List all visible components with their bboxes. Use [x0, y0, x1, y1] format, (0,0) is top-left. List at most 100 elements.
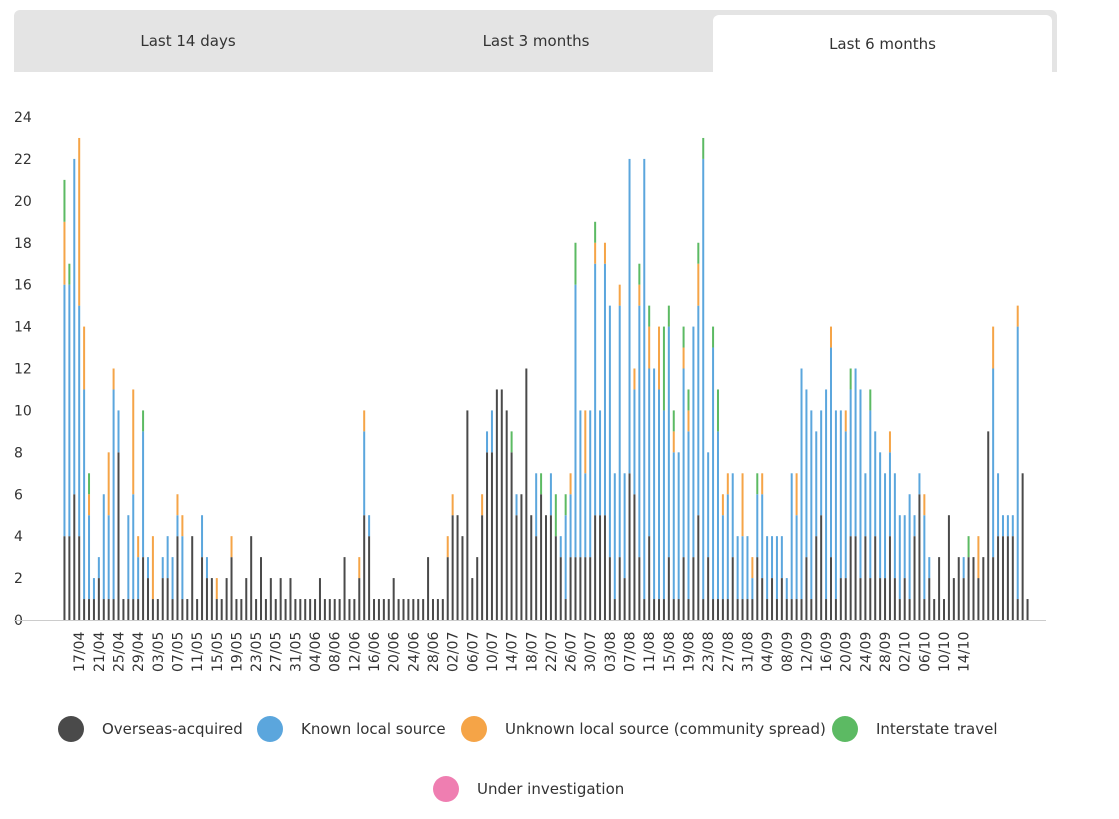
x-tick-label: 11/08 [642, 632, 658, 672]
bar-segment [137, 599, 140, 620]
bar-segment [201, 557, 204, 620]
x-tick-label: 08/06 [328, 632, 344, 672]
bar-segment [574, 242, 577, 285]
bar-segment [662, 410, 665, 600]
x-tick-label: 31/05 [288, 632, 304, 672]
bar-segment [500, 389, 503, 620]
y-tick-label: 2 [14, 571, 23, 587]
bar-segment [146, 578, 149, 620]
bar-segment [712, 599, 715, 620]
x-tick-label: 23/08 [701, 632, 717, 672]
legend-swatch-under-investigation [433, 776, 459, 802]
bar-segment [260, 557, 263, 620]
bar-segment [692, 326, 695, 558]
tab-last-6-months[interactable]: Last 6 months [713, 15, 1052, 72]
bar-segment [146, 557, 149, 579]
legend-swatch-interstate [832, 716, 858, 742]
tab-last-14-days[interactable]: Last 14 days [140, 32, 236, 50]
x-tick-label: 12/09 [799, 632, 815, 672]
bar-segment [63, 179, 66, 222]
bar-segment [638, 305, 641, 558]
y-tick-label: 12 [14, 362, 32, 378]
x-tick-label: 19/08 [681, 632, 697, 672]
bar-segment [599, 410, 602, 516]
bar-segment [918, 494, 921, 620]
y-tick-label: 8 [14, 445, 23, 461]
bar-segment [967, 536, 970, 558]
bar-segment [68, 536, 71, 620]
bar-segment [603, 242, 606, 264]
bar-segment [201, 515, 204, 558]
bar-segment [161, 578, 164, 620]
bar-segment [977, 578, 980, 620]
bar-segment [834, 410, 837, 600]
bar-segment [205, 578, 208, 620]
bar-segment [898, 599, 901, 620]
bar-segment [540, 494, 543, 620]
bar-segment [672, 431, 675, 453]
bar-segment [1001, 515, 1004, 537]
bar-segment [83, 599, 86, 620]
x-tick-label: 04/09 [760, 632, 776, 672]
x-tick-label: 07/05 [170, 632, 186, 672]
x-tick-label: 26/07 [564, 632, 580, 672]
bar-segment [304, 599, 307, 620]
x-tick-label: 07/08 [623, 632, 639, 672]
bar-segment [343, 557, 346, 620]
bar-segment [643, 599, 646, 620]
legend-label-interstate: Interstate travel [876, 720, 998, 738]
bar-segment [112, 599, 115, 620]
bar-segment [1021, 473, 1024, 620]
bar-segment [997, 536, 1000, 620]
bar-segment [495, 389, 498, 620]
bar-segment [594, 515, 597, 620]
bar-segment [839, 578, 842, 620]
bar-segment [884, 473, 887, 579]
bar-segment [328, 599, 331, 620]
bar-segment [677, 452, 680, 600]
bar-segment [63, 536, 66, 620]
bar-segment [88, 515, 91, 600]
bar-segment [603, 515, 606, 620]
bar-segment [363, 515, 366, 620]
bar-segment [756, 473, 759, 495]
bar-segment [643, 158, 646, 600]
bar-segment [775, 599, 778, 620]
bar-segment [687, 389, 690, 411]
bar-segment [161, 557, 164, 579]
bar-segment [456, 515, 459, 620]
bar-segment [299, 599, 302, 620]
bar-segment [815, 431, 818, 537]
legend-swatch-overseas [58, 716, 84, 742]
bar-segment [1016, 599, 1019, 620]
bar-segment [166, 536, 169, 579]
bar-segment [431, 599, 434, 620]
bar-segment [923, 599, 926, 620]
bar-segment [697, 242, 700, 264]
x-tick-label: 23/05 [249, 632, 265, 672]
bar-segment [358, 578, 361, 620]
bar-segment [245, 578, 248, 620]
legend-swatch-unknown-local [461, 716, 487, 742]
bar-segment [859, 389, 862, 579]
bar-segment [102, 494, 105, 600]
bar-segment [594, 221, 597, 243]
bar-segment [992, 368, 995, 558]
bar-segment [284, 599, 287, 620]
bar-segment [633, 494, 636, 620]
bar-segment [859, 578, 862, 620]
bar-segment [756, 557, 759, 620]
bar-segment [461, 536, 464, 620]
bar-segment [88, 599, 91, 620]
bar-segment [692, 557, 695, 620]
legend-item-known-local: Known local source [257, 716, 446, 742]
bar-segment [933, 599, 936, 620]
bar-segment [707, 557, 710, 620]
x-tick-label: 30/07 [583, 632, 599, 672]
x-tick-label: 03/05 [151, 632, 167, 672]
y-tick-label: 22 [14, 152, 32, 168]
bar-segment [967, 557, 970, 620]
bar-segment [761, 473, 764, 495]
tab-last-3-months[interactable]: Last 3 months [482, 32, 590, 50]
bar-segment [918, 473, 921, 495]
